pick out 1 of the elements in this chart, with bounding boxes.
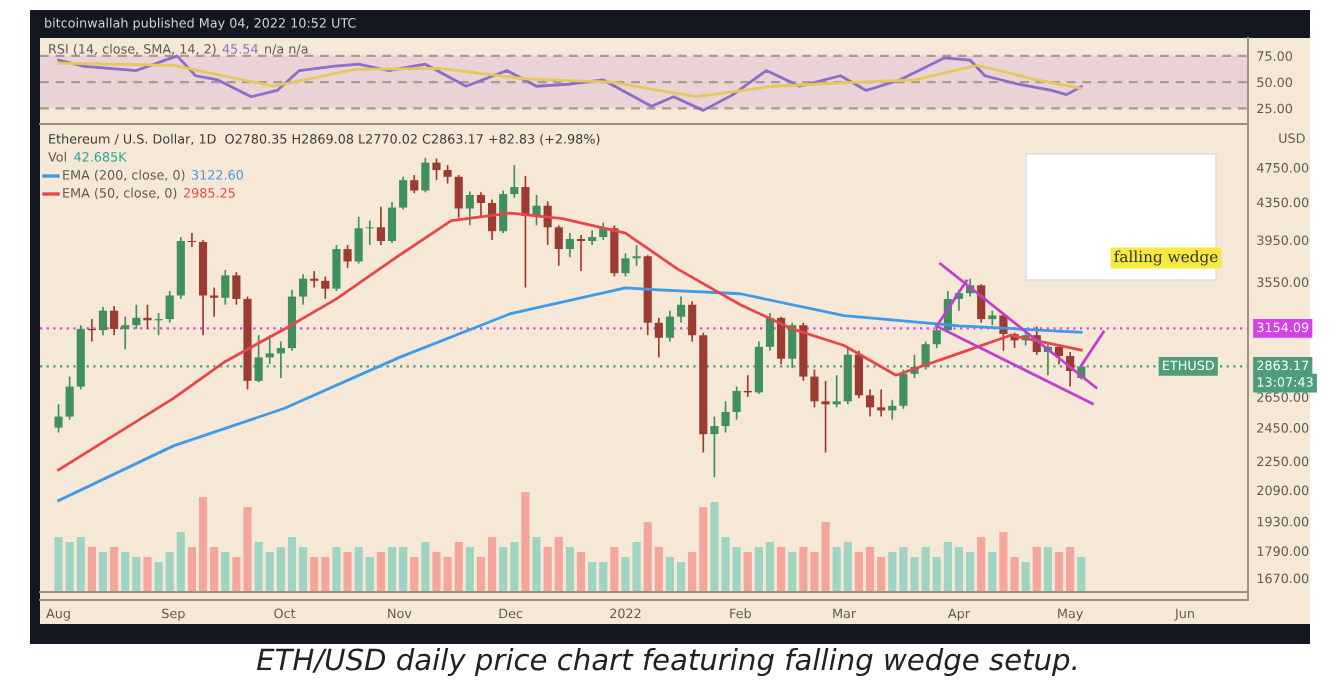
text: ETH/USD daily price chart featuring falling wedge setup. [256, 647, 1076, 677]
